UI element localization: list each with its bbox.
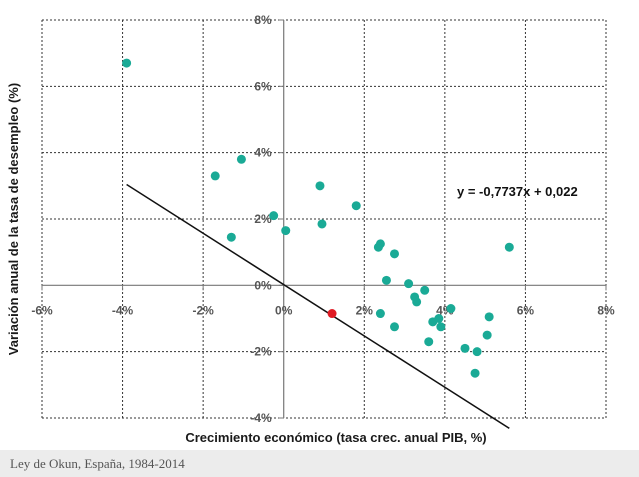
y-tick-labels: -4% -2% 0% 2% 4% 6% 8% <box>250 13 272 425</box>
y-tick-label: 6% <box>254 79 272 93</box>
data-point <box>351 201 361 211</box>
data-point <box>504 242 514 252</box>
data-point <box>375 309 385 319</box>
data-points <box>122 58 514 378</box>
data-point <box>269 211 279 221</box>
x-tick-label: 6% <box>517 303 535 317</box>
trendline-equation: y = -0,7737x + 0,022 <box>457 184 578 199</box>
trendline <box>126 183 510 429</box>
y-tick-label: 0% <box>254 278 272 292</box>
data-point <box>424 337 434 347</box>
x-tick-label: 0% <box>275 303 293 317</box>
data-point <box>412 297 422 307</box>
data-point <box>390 249 399 259</box>
data-point <box>236 154 246 164</box>
data-point <box>470 368 480 378</box>
data-point <box>472 347 482 357</box>
y-tick-label: 4% <box>254 146 272 160</box>
x-tick-label: -6% <box>31 303 53 317</box>
data-point <box>375 239 385 249</box>
data-point <box>327 309 337 319</box>
y-axis-title: Variación anual de la tasa de desempleo … <box>6 83 21 355</box>
data-point <box>434 314 444 323</box>
data-point <box>315 181 325 191</box>
caption: Ley de Okun, España, 1984-2014 <box>10 456 185 471</box>
data-point <box>317 219 327 229</box>
data-point <box>281 226 291 236</box>
trendline-group <box>126 183 510 429</box>
data-point <box>404 279 414 289</box>
data-point <box>226 232 236 242</box>
x-axis-title: Crecimiento económico (tasa crec. anual … <box>185 430 486 445</box>
data-point <box>420 285 430 295</box>
x-tick-label: 2% <box>356 303 374 317</box>
y-tick-label: 8% <box>254 13 272 27</box>
scatter-chart: -6% -4% -2% 0% 2% 4% 6% 8% -4% -2% 0% 2% 4% 6% 8% y =… <box>6 13 615 445</box>
caption-bar: Ley de Okun, España, 1984-2014 <box>0 450 639 477</box>
x-tick-label: -4% <box>112 303 134 317</box>
data-point <box>381 275 391 285</box>
grid <box>41 19 607 419</box>
y-tick-label: -4% <box>250 411 272 425</box>
data-point <box>436 322 446 332</box>
data-point <box>460 343 470 353</box>
y-tick-label: 2% <box>254 212 272 226</box>
chart-panel: -6% -4% -2% 0% 2% 4% 6% 8% -4% -2% 0% 2% 4% 6% 8% y =… <box>6 13 616 445</box>
x-tick-label: -2% <box>192 303 214 317</box>
data-point <box>390 322 399 332</box>
data-point <box>122 58 132 68</box>
data-point <box>446 304 456 314</box>
data-point <box>482 330 492 340</box>
data-point <box>484 312 494 322</box>
axes <box>41 19 607 419</box>
x-tick-label: 8% <box>597 303 615 317</box>
data-point <box>210 171 220 181</box>
y-tick-label: -2% <box>250 345 272 359</box>
x-tick-labels: -6% -4% -2% 0% 2% 4% 6% 8% <box>31 303 615 317</box>
